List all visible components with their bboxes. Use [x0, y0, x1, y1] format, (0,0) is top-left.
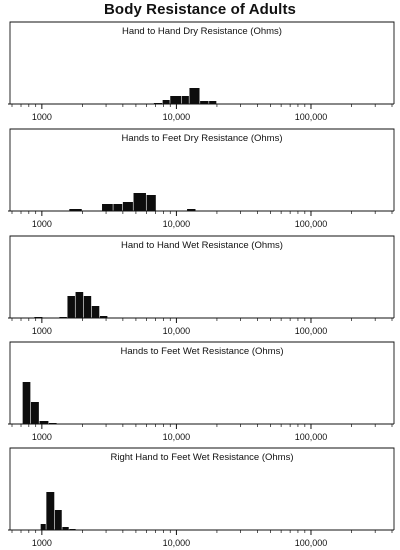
panel-title: Hands to Feet Wet Resistance (Ohms) [121, 346, 284, 357]
histogram-bar [113, 204, 123, 211]
histogram-bar [99, 316, 108, 318]
histogram-panel: Hands to Feet Dry Resistance (Ohms) 1000 1… [8, 128, 395, 229]
histogram-bar [40, 524, 46, 530]
histogram-panel: Hand to Hand Wet Resistance (Ohms) 1000 10… [8, 235, 395, 336]
panel-frame [9, 447, 395, 530]
histogram-bar [22, 382, 31, 424]
histogram-panel: Right Hand to Feet Wet Resistance (Ohms)… [8, 447, 395, 548]
histogram-bar [39, 421, 49, 424]
x-tick-label: 1000 [32, 538, 52, 548]
panel-frame [9, 235, 395, 318]
x-tick-label: 10,000 [163, 112, 191, 122]
histogram-bar [122, 202, 133, 211]
histogram-panel: Hand to Hand Dry Resistance (Ohms) 1000 10… [8, 21, 395, 122]
x-tick-label: 10,000 [163, 538, 191, 548]
histogram-bar [75, 292, 84, 318]
x-tick-label: 10,000 [163, 326, 191, 336]
histogram-bar [91, 306, 100, 318]
histogram-bar [48, 423, 57, 424]
histogram-bar [181, 96, 189, 104]
histogram-bar [34, 317, 43, 318]
panel-title: Hands to Feet Dry Resistance (Ohms) [121, 133, 282, 144]
histogram-bar [30, 402, 39, 424]
x-tick-label: 10,000 [163, 219, 191, 229]
x-tick-label: 100,000 [295, 432, 328, 442]
histogram-bar [170, 96, 182, 104]
histogram-bar [54, 510, 62, 530]
histogram-bar [46, 492, 55, 530]
histogram-bar [162, 100, 170, 104]
x-tick-label: 100,000 [295, 219, 328, 229]
histogram-bar [102, 204, 113, 211]
x-tick-label: 1000 [32, 326, 52, 336]
figure-title: Body Resistance of Adults [104, 1, 296, 18]
histogram-bar [209, 101, 217, 104]
x-tick-label: 100,000 [295, 538, 328, 548]
histogram-bar [187, 209, 196, 211]
histogram-bar [59, 317, 67, 318]
panel-title: Hand to Hand Wet Resistance (Ohms) [121, 240, 283, 251]
histogram-bar [146, 195, 156, 211]
panel-frame [9, 21, 395, 104]
x-tick-label: 1000 [32, 432, 52, 442]
histogram-panel: Hands to Feet Wet Resistance (Ohms) 1000 1… [8, 341, 395, 442]
histogram-bar [133, 193, 146, 211]
x-tick-label: 1000 [32, 219, 52, 229]
panel-title: Hand to Hand Dry Resistance (Ohms) [122, 26, 282, 37]
histogram-bar [189, 88, 200, 104]
x-tick-label: 10,000 [163, 432, 191, 442]
histogram-bar [69, 529, 76, 530]
panel-frame [9, 128, 395, 211]
histogram-bar [67, 296, 75, 318]
panel-frame [9, 341, 395, 424]
histogram-bar [69, 209, 82, 211]
x-tick-label: 100,000 [295, 326, 328, 336]
histogram-bar [153, 103, 163, 104]
histogram-bar [200, 101, 209, 104]
histogram-bar [62, 527, 69, 530]
panel-title: Right Hand to Feet Wet Resistance (Ohms) [110, 452, 293, 463]
x-tick-label: 1000 [32, 112, 52, 122]
histogram-bar [83, 296, 92, 318]
x-tick-label: 100,000 [295, 112, 328, 122]
